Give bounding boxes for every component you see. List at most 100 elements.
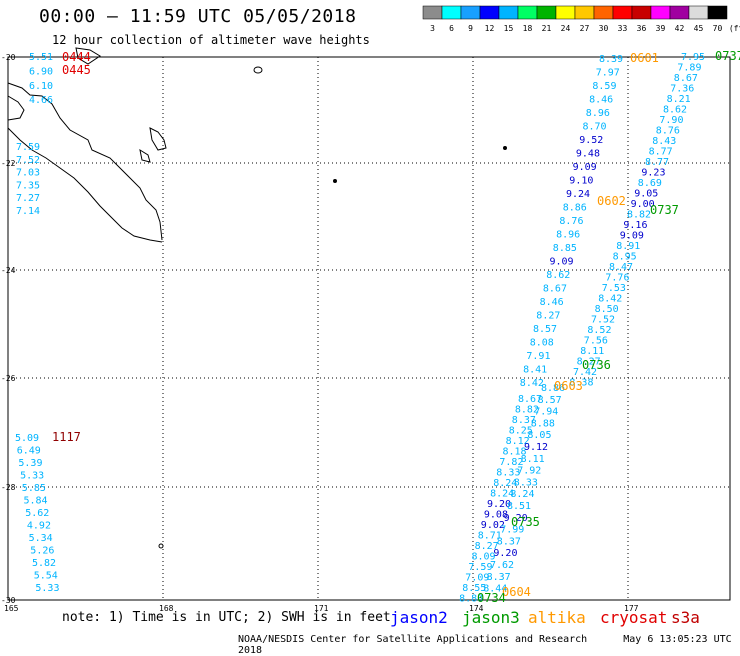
wave-height-value: 8.86 [563, 203, 587, 214]
wave-height-value: 7.94 [534, 407, 558, 418]
colorbar-tick-label: 24 [561, 24, 571, 33]
wave-height-value: 8.25 [509, 426, 533, 437]
wave-height-value: 9.00 [631, 199, 655, 210]
wave-height-value: 9.23 [641, 168, 665, 179]
colorbar-tick-label: 6 [449, 24, 454, 33]
wave-height-value: 7.99 [500, 525, 524, 536]
wave-height-value: 7.03 [16, 168, 40, 179]
longitude-label: 174 [469, 604, 484, 613]
wave-height-value: 9.20 [504, 513, 528, 524]
wave-height-value: 7.14 [16, 206, 40, 217]
wave-height-value: 8.37 [497, 536, 521, 547]
wave-height-value: 8.37 [512, 415, 536, 426]
colorbar-swatch [479, 5, 500, 20]
wave-height-value: 5.26 [30, 546, 54, 557]
wave-height-value: 8.96 [586, 108, 610, 119]
wave-height-value: 8.67 [674, 73, 698, 84]
wave-height-value: 8.71 [478, 531, 502, 542]
colorbar-swatch [688, 5, 709, 20]
latitude-label: -30 [1, 596, 16, 605]
wave-height-value: 4.66 [29, 95, 53, 106]
pass-time-label: 0737 [650, 203, 679, 217]
wave-height-value: 7.53 [602, 283, 626, 294]
wave-height-value: 9.20 [487, 499, 511, 510]
satellite-legend-s3a: s3a [671, 608, 700, 627]
satellite-legend-jason3: jason3 [462, 608, 520, 627]
wave-height-value: 8.24 [490, 489, 514, 500]
colorbar-swatch [422, 5, 443, 20]
wave-height-value: 9.12 [524, 442, 548, 453]
map-subtitle: 12 hour collection of altimeter wave hei… [52, 33, 370, 47]
wave-height-value: 8.11 [580, 346, 604, 357]
wave-height-value: 8.55 [462, 583, 486, 594]
colorbar-tick-label: 45 [694, 24, 704, 33]
wave-height-value: 9.02 [481, 520, 505, 531]
satellite-legend-cryosat: cryosat [600, 608, 668, 627]
colorbar-swatch [517, 5, 538, 20]
latitude-label: -22 [1, 159, 16, 168]
colorbar-tick-label: 39 [656, 24, 666, 33]
latitude-label: -26 [1, 374, 16, 383]
wave-height-value: 8.42 [520, 378, 544, 389]
colorbar-swatch [612, 5, 633, 20]
wave-height-value: 7.56 [584, 336, 608, 347]
colorbar-swatch [555, 5, 576, 20]
wave-height-value: 9.08 [484, 510, 508, 521]
wave-height-value: 6.10 [29, 81, 53, 92]
wave-height-value: 5.54 [34, 571, 58, 582]
map-title: 00:00 – 11:59 UTC 05/05/2018 [39, 6, 357, 27]
longitude-label: 171 [314, 604, 329, 613]
colorbar-swatch [574, 5, 595, 20]
wave-height-value: 8.70 [583, 122, 607, 133]
wave-height-value: 8.62 [663, 105, 687, 116]
wave-height-value: 7.27 [16, 193, 40, 204]
wave-height-value: 9.09 [573, 162, 597, 173]
wave-height-value: 7.95 [681, 52, 705, 63]
colorbar-tick-label: 18 [523, 24, 533, 33]
satellite-legend-altika: altika [528, 608, 586, 627]
longitude-label: 177 [624, 604, 639, 613]
wave-height-value: 9.05 [634, 189, 658, 200]
wave-height-value: 8.33 [514, 477, 538, 488]
wave-height-value: 9.52 [579, 135, 603, 146]
pass-time-label: 0445 [62, 63, 91, 77]
wave-height-value: 8.11 [521, 454, 545, 465]
colorbar-tick-label: 33 [618, 24, 628, 33]
wave-height-value: 8.52 [587, 325, 611, 336]
reef-dot-3 [158, 543, 164, 549]
wave-height-value: 5.34 [29, 533, 53, 544]
island-north-2 [75, 47, 101, 65]
pass-time-label: 0444 [62, 50, 91, 64]
wave-height-value: 8.12 [506, 436, 530, 447]
colorbar-swatch [593, 5, 614, 20]
new-caledonia-coast-south [7, 127, 163, 243]
wave-height-value: 7.09 [465, 573, 489, 584]
colorbar-tick-label: (ft) [729, 24, 740, 33]
wave-height-value: 7.91 [526, 351, 550, 362]
wave-height-value: 8.05 [527, 430, 551, 441]
wave-height-value: 7.59 [468, 562, 492, 573]
colorbar-tick-label: 12 [485, 24, 495, 33]
pass-time-label: 0602 [597, 194, 626, 208]
wave-height-value: 8.42 [598, 294, 622, 305]
latitude-label: -24 [1, 266, 16, 275]
credit-text: NOAA/NESDIS Center for Satellite Applica… [238, 634, 588, 645]
wave-height-value: 8.77 [645, 157, 669, 168]
wave-height-value: 5.62 [25, 508, 49, 519]
new-caledonia-coast [7, 82, 163, 241]
wave-height-value: 7.92 [517, 466, 541, 477]
wave-height-value: 5.84 [24, 496, 48, 507]
wave-height-value: 4.92 [27, 521, 51, 532]
colorbar-tick-label: 3 [430, 24, 435, 33]
lat-lon-grid [8, 57, 730, 600]
wave-height-value: 8.88 [531, 418, 555, 429]
pass-time-label: 0734 [477, 591, 506, 605]
wave-height-value: 7.52 [16, 155, 40, 166]
latitude-label: -20 [1, 53, 16, 62]
pass-time-label: 0604 [502, 585, 531, 599]
colorbar-tick-label: 42 [675, 24, 685, 33]
island-north [7, 95, 25, 121]
wave-height-value: 9.48 [576, 149, 600, 160]
